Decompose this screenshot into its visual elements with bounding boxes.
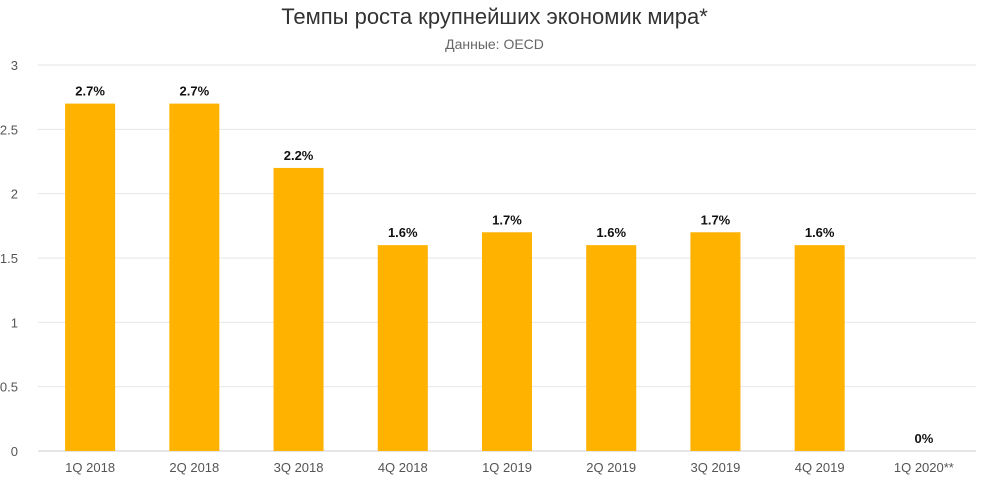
x-tick-label: 3Q 2018 (274, 460, 324, 475)
bar (65, 103, 116, 451)
bar (586, 245, 637, 451)
y-tick-label: 2 (11, 187, 18, 202)
bar (690, 232, 741, 451)
data-label: 2.2% (284, 148, 314, 163)
chart-title: Темпы роста крупнейших экономик мира* (281, 4, 708, 29)
y-tick-label: 3 (11, 58, 18, 73)
y-tick-label: 0 (11, 444, 18, 459)
data-label: 1.6% (388, 225, 418, 240)
x-axis-ticks: 1Q 2018 2Q 2018 3Q 2018 4Q 2018 1Q 2019 2Q 20… (65, 460, 954, 475)
y-tick-label: 0.5 (0, 380, 18, 395)
bar (481, 232, 533, 451)
bars (65, 103, 845, 451)
data-label: 1.7% (492, 212, 522, 227)
data-labels: 2.7% 2.7% 2.2% 1.6% 1.7% 1.6% 1.7% 1.6% 0% (75, 84, 933, 446)
x-tick-label: 4Q 2019 (795, 460, 845, 475)
y-tick-label: 2.5 (0, 122, 18, 137)
x-tick-label: 2Q 2019 (586, 460, 636, 475)
bar (273, 167, 324, 451)
x-tick-label: 2Q 2018 (169, 460, 219, 475)
y-axis-ticks: 0 0.5 1 1.5 2 2.5 3 (0, 58, 18, 459)
data-label: 2.7% (180, 84, 210, 99)
data-label: 1.7% (701, 212, 731, 227)
y-tick-label: 1.5 (0, 251, 18, 266)
x-tick-label: 3Q 2019 (691, 460, 741, 475)
data-label: 2.7% (75, 84, 105, 99)
x-tick-label: 1Q 2020** (894, 460, 954, 475)
bar (377, 245, 428, 451)
x-tick-label: 1Q 2018 (65, 460, 115, 475)
data-label: 1.6% (805, 225, 835, 240)
x-tick-label: 4Q 2018 (378, 460, 428, 475)
data-label: 0% (914, 431, 933, 446)
x-tick-label: 1Q 2019 (482, 460, 532, 475)
y-tick-label: 1 (11, 315, 18, 330)
bar (794, 245, 845, 451)
data-label: 1.6% (596, 225, 626, 240)
bar (169, 103, 220, 451)
chart-subtitle: Данные: OECD (445, 36, 544, 52)
